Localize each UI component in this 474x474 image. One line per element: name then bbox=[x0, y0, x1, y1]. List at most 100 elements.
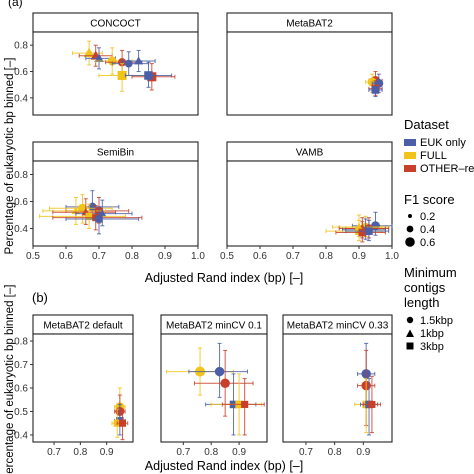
y-tick-label: 0.6 bbox=[14, 67, 28, 78]
x-tick-label: 1.0 bbox=[191, 251, 205, 262]
y-tick-label: 0.8 bbox=[14, 170, 28, 181]
y-tick-label: 0.6 bbox=[14, 384, 28, 395]
y-tick-label: 0.8 bbox=[14, 41, 28, 52]
legend-square-icon bbox=[406, 342, 414, 350]
data-point-circle bbox=[88, 202, 97, 212]
data-point-triangle bbox=[134, 56, 144, 65]
legend-dataset-label: EUK only bbox=[420, 137, 466, 149]
data-point-square bbox=[85, 212, 93, 220]
x-tick-label: 0.9 bbox=[232, 447, 246, 458]
x-tick-label: 0.8 bbox=[319, 251, 333, 262]
data-point-circle bbox=[214, 366, 225, 377]
legend-contig-label: 1kbp bbox=[420, 328, 444, 340]
x-tick-label: 0.7 bbox=[92, 251, 106, 262]
data-point-square bbox=[118, 419, 127, 427]
legend-dataset-label: OTHER–rem bbox=[420, 163, 474, 175]
legend-dataset-item: EUK only bbox=[404, 137, 466, 149]
x-tick-label: 0.9 bbox=[352, 251, 366, 262]
x-tick-label: 0.8 bbox=[73, 447, 87, 458]
data-point-square bbox=[371, 86, 380, 94]
data-point-triangle bbox=[94, 53, 104, 62]
legend-swatch-euk bbox=[404, 139, 416, 146]
plot-area bbox=[32, 160, 199, 247]
legend-contig-title: length bbox=[404, 295, 439, 310]
facet-metabat2-mincv-0-1: MetaBAT2 minCV 0.1 0.7 0.8 0.9 bbox=[160, 314, 268, 458]
data-point-square bbox=[117, 70, 127, 80]
data-point-triangle bbox=[83, 47, 95, 58]
data-point-square bbox=[358, 228, 367, 237]
x-tick-label: 0.5 bbox=[220, 251, 234, 262]
legend-contig-title: Minimum bbox=[404, 265, 457, 280]
facet-title: SemiBin bbox=[97, 148, 134, 159]
legend: Dataset EUK only FULL OTHER–rem F1 score… bbox=[404, 117, 474, 353]
data-point-square bbox=[144, 71, 153, 80]
legend-contig-label: 3kbp bbox=[420, 341, 444, 353]
x-tick-label: 0.7 bbox=[286, 251, 300, 262]
data-point-circle bbox=[220, 378, 230, 389]
y-tick-label: 0.8 bbox=[14, 337, 28, 348]
panel-b-xlabel: Adjusted Rand index (bp) [–] bbox=[145, 459, 303, 473]
y-tick-label: 0.5 bbox=[14, 407, 28, 418]
plot-area bbox=[32, 31, 199, 116]
legend-f1-dot-large bbox=[405, 237, 415, 247]
legend-f1-label: 0.2 bbox=[420, 211, 435, 223]
legend-f1-dot-medium bbox=[406, 225, 414, 233]
legend-swatch-full bbox=[404, 152, 416, 159]
data-point-square bbox=[241, 400, 249, 408]
panel-b-ylabel: Percentage of eukaryotic bp binned [–] bbox=[4, 285, 16, 474]
x-tick-label: 0.9 bbox=[100, 447, 114, 458]
y-tick-label: 0.4 bbox=[14, 430, 28, 441]
legend-triangle-icon bbox=[406, 329, 414, 337]
x-tick-label: 0.6 bbox=[253, 251, 267, 262]
legend-dataset-item: OTHER–rem bbox=[404, 163, 474, 175]
facet-vamb: VAMB 0.5 0.6 0.7 0.8 0.9 1.0 bbox=[220, 141, 399, 262]
y-tick-label: 0.4 bbox=[14, 93, 28, 104]
facet-title: MetaBAT2 minCV 0.33 bbox=[287, 321, 389, 332]
y-tick-label: 0.7 bbox=[14, 360, 28, 371]
legend-f1-label: 0.6 bbox=[420, 237, 435, 249]
plot-area bbox=[282, 333, 393, 443]
legend-f1-dot-small bbox=[408, 214, 412, 218]
plot-area bbox=[160, 333, 268, 443]
panel-a-label: (a) bbox=[8, 0, 23, 9]
data-point-square bbox=[95, 215, 103, 223]
facet-metabat2-default: MetaBAT2 default 0.4 0.5 0.6 0.7 0.8 0.7 0.8 0.9 bbox=[14, 314, 134, 458]
facet-title: CONCOCT bbox=[90, 19, 141, 30]
facet-metabat2-mincv-0-33: MetaBAT2 minCV 0.33 0.7 0.8 0.9 bbox=[282, 314, 393, 458]
data-point-circle bbox=[124, 59, 133, 68]
data-point-square bbox=[368, 400, 376, 408]
facet-title: MetaBAT2 bbox=[286, 19, 333, 30]
x-tick-label: 0.8 bbox=[204, 447, 218, 458]
facet-metabat2: MetaBAT2 bbox=[226, 12, 393, 116]
legend-f1-title: F1 score bbox=[404, 192, 455, 207]
panel-b-label: (b) bbox=[32, 290, 48, 305]
x-tick-label: 0.7 bbox=[47, 447, 61, 458]
y-tick-label: 0.4 bbox=[14, 224, 28, 235]
legend-swatch-other bbox=[404, 165, 416, 172]
legend-f1-label: 0.4 bbox=[420, 224, 435, 236]
x-tick-label: 1.0 bbox=[385, 251, 399, 262]
legend-dataset-label: FULL bbox=[420, 150, 447, 162]
panel-a-xlabel: Adjusted Rand index (bp) [–] bbox=[145, 271, 303, 285]
data-point-square bbox=[365, 227, 373, 235]
legend-circle-icon bbox=[406, 316, 414, 324]
facet-title: VAMB bbox=[296, 148, 324, 159]
plot-area bbox=[226, 31, 393, 116]
y-tick-label: 0.6 bbox=[14, 197, 28, 208]
x-tick-label: 0.5 bbox=[26, 251, 40, 262]
facet-semibin: SemiBin 0.4 0.6 0.8 0.5 0.6 0.7 0.8 0.9 1.0 bbox=[14, 141, 205, 262]
x-tick-label: 0.7 bbox=[299, 447, 313, 458]
x-tick-label: 0.8 bbox=[328, 447, 342, 458]
panel-a-ylabel: Percentage of eukaryotic bp binned [–] bbox=[4, 58, 16, 255]
legend-contig-title: contigs bbox=[404, 280, 446, 295]
legend-dataset-title: Dataset bbox=[404, 117, 449, 132]
x-tick-label: 0.7 bbox=[176, 447, 190, 458]
facet-title: MetaBAT2 minCV 0.1 bbox=[166, 321, 262, 332]
x-tick-label: 0.9 bbox=[158, 251, 172, 262]
legend-contig-label: 1.5kbp bbox=[420, 315, 453, 327]
x-tick-label: 0.8 bbox=[125, 251, 139, 262]
x-tick-label: 0.6 bbox=[59, 251, 73, 262]
facet-title: MetaBAT2 default bbox=[43, 321, 123, 332]
x-tick-label: 0.9 bbox=[356, 447, 370, 458]
